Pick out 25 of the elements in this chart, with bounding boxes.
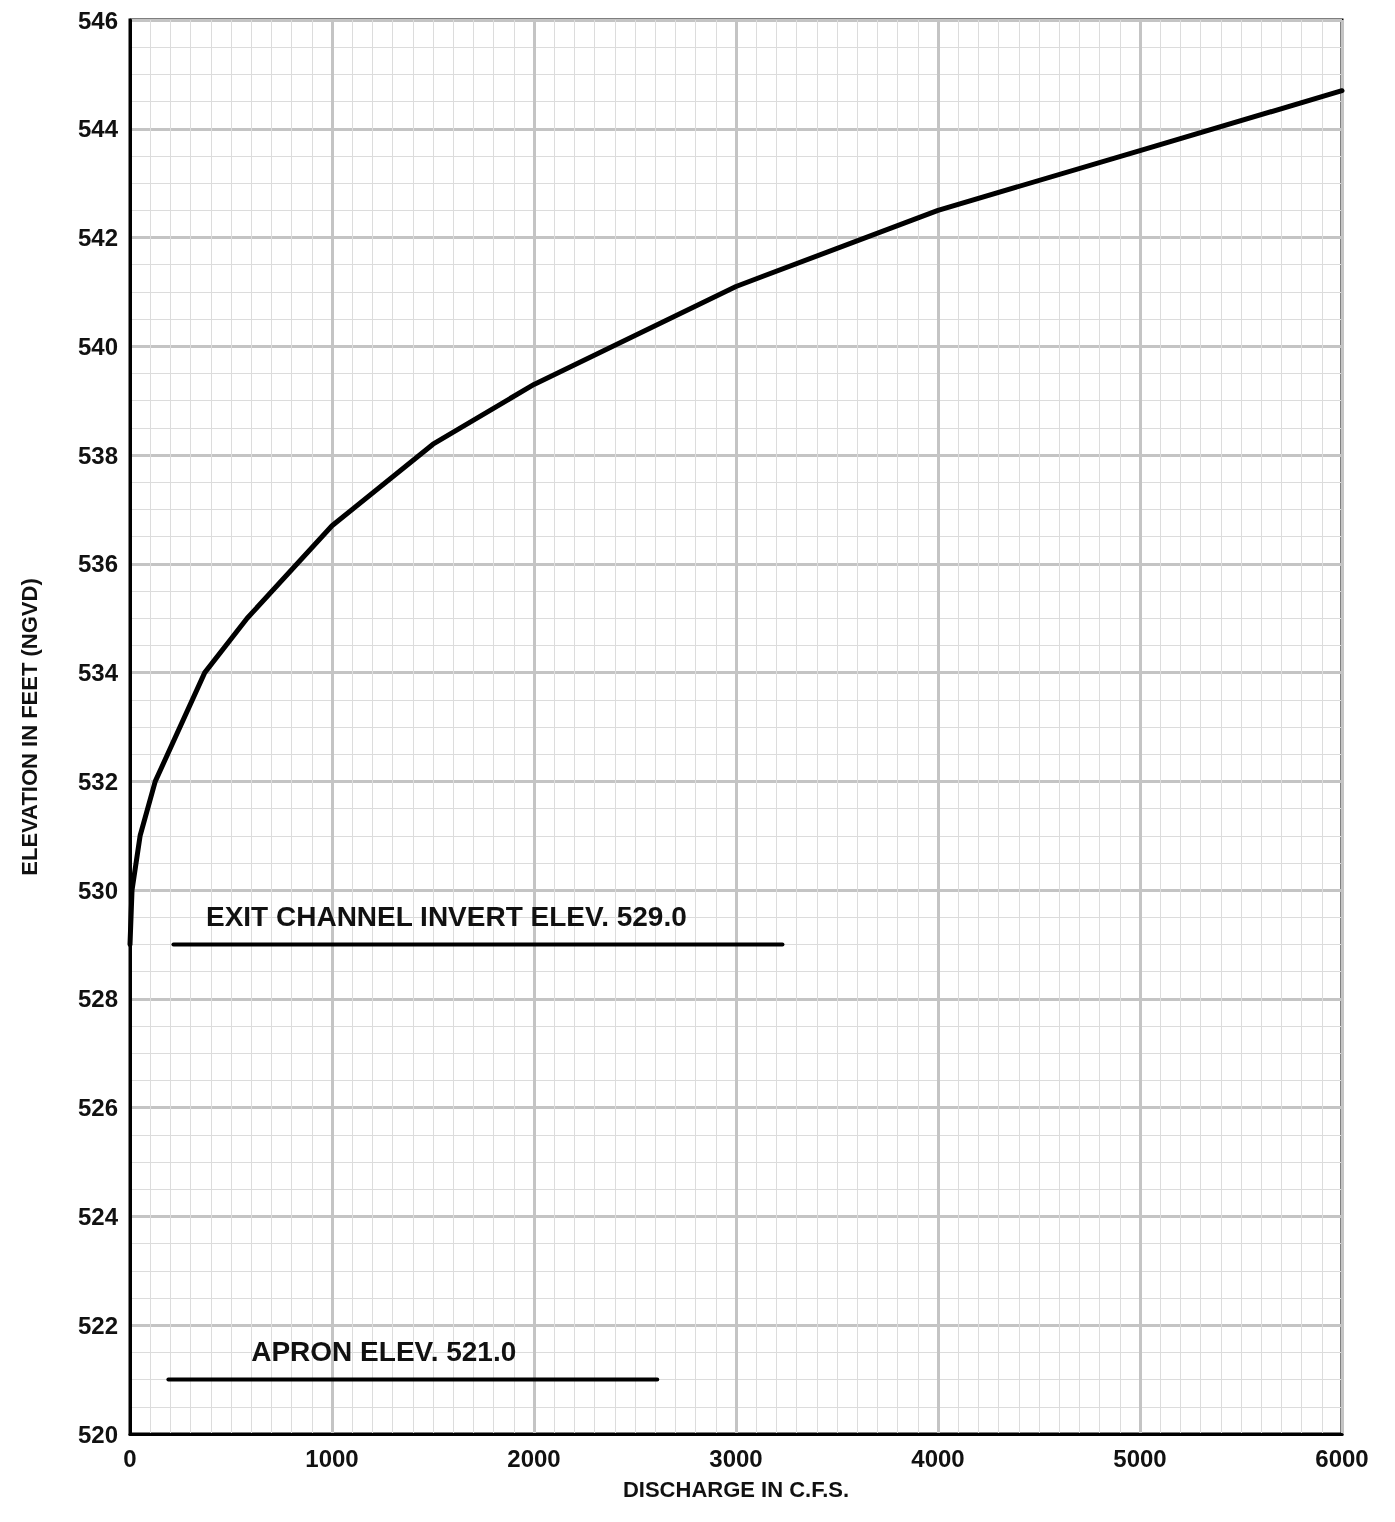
y-tick-label: 540 (77, 332, 118, 360)
y-tick-label: 526 (77, 1094, 118, 1122)
y-tick-label: 542 (77, 224, 118, 252)
y-tick-label: 532 (77, 767, 118, 795)
y-tick-label: 536 (77, 550, 118, 578)
x-tick-label: 3000 (709, 1444, 763, 1472)
x-tick-label: 0 (123, 1444, 137, 1472)
y-tick-label: 534 (77, 659, 119, 687)
y-tick-label: 546 (77, 6, 118, 34)
y-tick-label: 544 (77, 115, 119, 143)
x-tick-label: 1000 (305, 1444, 359, 1472)
annotation: APRON ELEV. 521.0 (251, 1336, 517, 1368)
x-axis-title: DISCHARGE IN C.F.S. (622, 1476, 850, 1502)
y-tick-label: 524 (77, 1202, 119, 1230)
y-tick-label: 530 (77, 876, 118, 904)
y-tick-label: 528 (77, 985, 118, 1013)
y-tick-label: 538 (77, 441, 118, 469)
x-tick-label: 2000 (507, 1444, 561, 1472)
y-axis-title: ELEVATION IN FEET (NGVD) (16, 578, 42, 876)
y-tick-label: 522 (77, 1311, 118, 1339)
annotation: EXIT CHANNEL INVERT ELEV. 529.0 (205, 901, 687, 933)
x-tick-label: 6000 (1315, 1444, 1369, 1472)
x-tick-label: 5000 (1113, 1444, 1167, 1472)
y-tick-label: 520 (77, 1420, 118, 1448)
x-tick-label: 4000 (911, 1444, 965, 1472)
